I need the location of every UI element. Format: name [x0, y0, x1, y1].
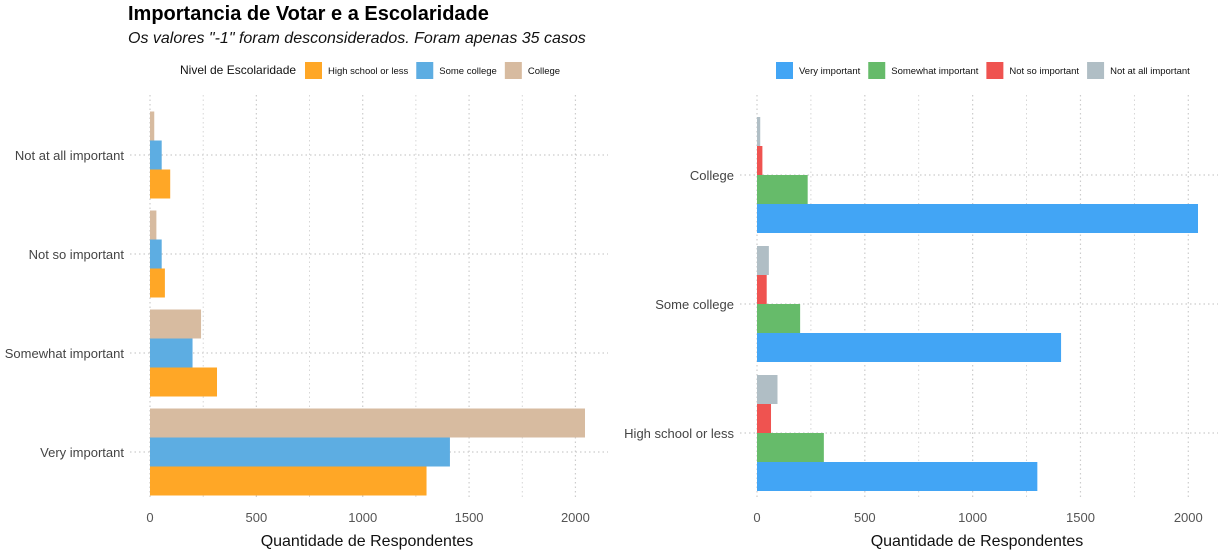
bar-0-3-2: [150, 111, 155, 141]
x-axis-label: Quantidade de Respondentes: [261, 533, 474, 550]
bar-0-2-1: [150, 239, 162, 269]
bar-1-2-2: [757, 146, 763, 175]
x-axis-label: Quantidade de Respondentes: [871, 533, 1084, 550]
bar-1-2-3: [757, 117, 761, 146]
x-tick-label: 2000: [1174, 510, 1203, 525]
bar-1-1-3: [757, 246, 769, 275]
legend-swatch: [868, 62, 886, 79]
legend-label: High school or less: [328, 66, 409, 77]
legend-label: Not at all important: [1110, 66, 1190, 77]
bar-1-0-3: [757, 375, 778, 404]
category-label: Not so important: [29, 247, 125, 262]
category-label: College: [690, 168, 734, 183]
bar-1-1-0: [757, 333, 1062, 362]
legend-label: College: [528, 66, 560, 77]
bar-0-1-1: [150, 338, 193, 368]
bar-1-0-1: [757, 433, 824, 462]
bar-0-2-2: [150, 210, 157, 240]
legend-swatch: [1087, 62, 1105, 79]
category-label: Somewhat important: [5, 346, 125, 361]
bar-1-2-1: [757, 175, 808, 204]
bar-0-3-0: [150, 169, 171, 199]
x-tick-label: 0: [753, 510, 760, 525]
x-tick-label: 1500: [1066, 510, 1095, 525]
x-tick-label: 0: [146, 510, 153, 525]
category-label: Very important: [40, 445, 124, 460]
bar-0-2-0: [150, 268, 165, 298]
bar-1-0-0: [757, 462, 1038, 491]
category-label: Not at all important: [15, 148, 124, 163]
legend-swatch: [305, 62, 322, 79]
legend-swatch: [504, 62, 522, 79]
legend-swatch: [776, 62, 793, 79]
legend-label: Very important: [799, 66, 861, 77]
category-label: Some college: [655, 297, 734, 312]
bar-1-1-1: [757, 304, 801, 333]
bar-1-0-2: [757, 404, 772, 433]
legend-swatch: [416, 62, 434, 79]
legend-label: Not so important: [1009, 66, 1079, 77]
bar-1-2-0: [757, 204, 1198, 233]
bar-0-1-2: [150, 309, 202, 339]
x-tick-label: 500: [854, 510, 876, 525]
chart-title: Importancia de Votar e a Escolaridade: [128, 3, 489, 25]
bar-0-0-1: [150, 437, 450, 467]
x-tick-label: 500: [246, 510, 268, 525]
bar-1-1-2: [757, 275, 767, 304]
bar-0-3-1: [150, 140, 162, 170]
category-label: High school or less: [624, 426, 734, 441]
legend-title: Nivel de Escolaridade: [180, 63, 296, 77]
bar-0-1-0: [150, 367, 218, 397]
x-tick-label: 1000: [348, 510, 377, 525]
bar-0-0-2: [150, 408, 585, 438]
legend-swatch: [986, 62, 1004, 79]
x-tick-label: 2000: [561, 510, 590, 525]
chart-subtitle: Os valores "-1" foram desconsiderados. F…: [128, 30, 586, 47]
legend-label: Some college: [439, 66, 497, 77]
bar-0-0-0: [150, 466, 427, 496]
x-tick-label: 1000: [958, 510, 987, 525]
legend-label: Somewhat important: [891, 66, 978, 77]
x-tick-label: 1500: [455, 510, 484, 525]
